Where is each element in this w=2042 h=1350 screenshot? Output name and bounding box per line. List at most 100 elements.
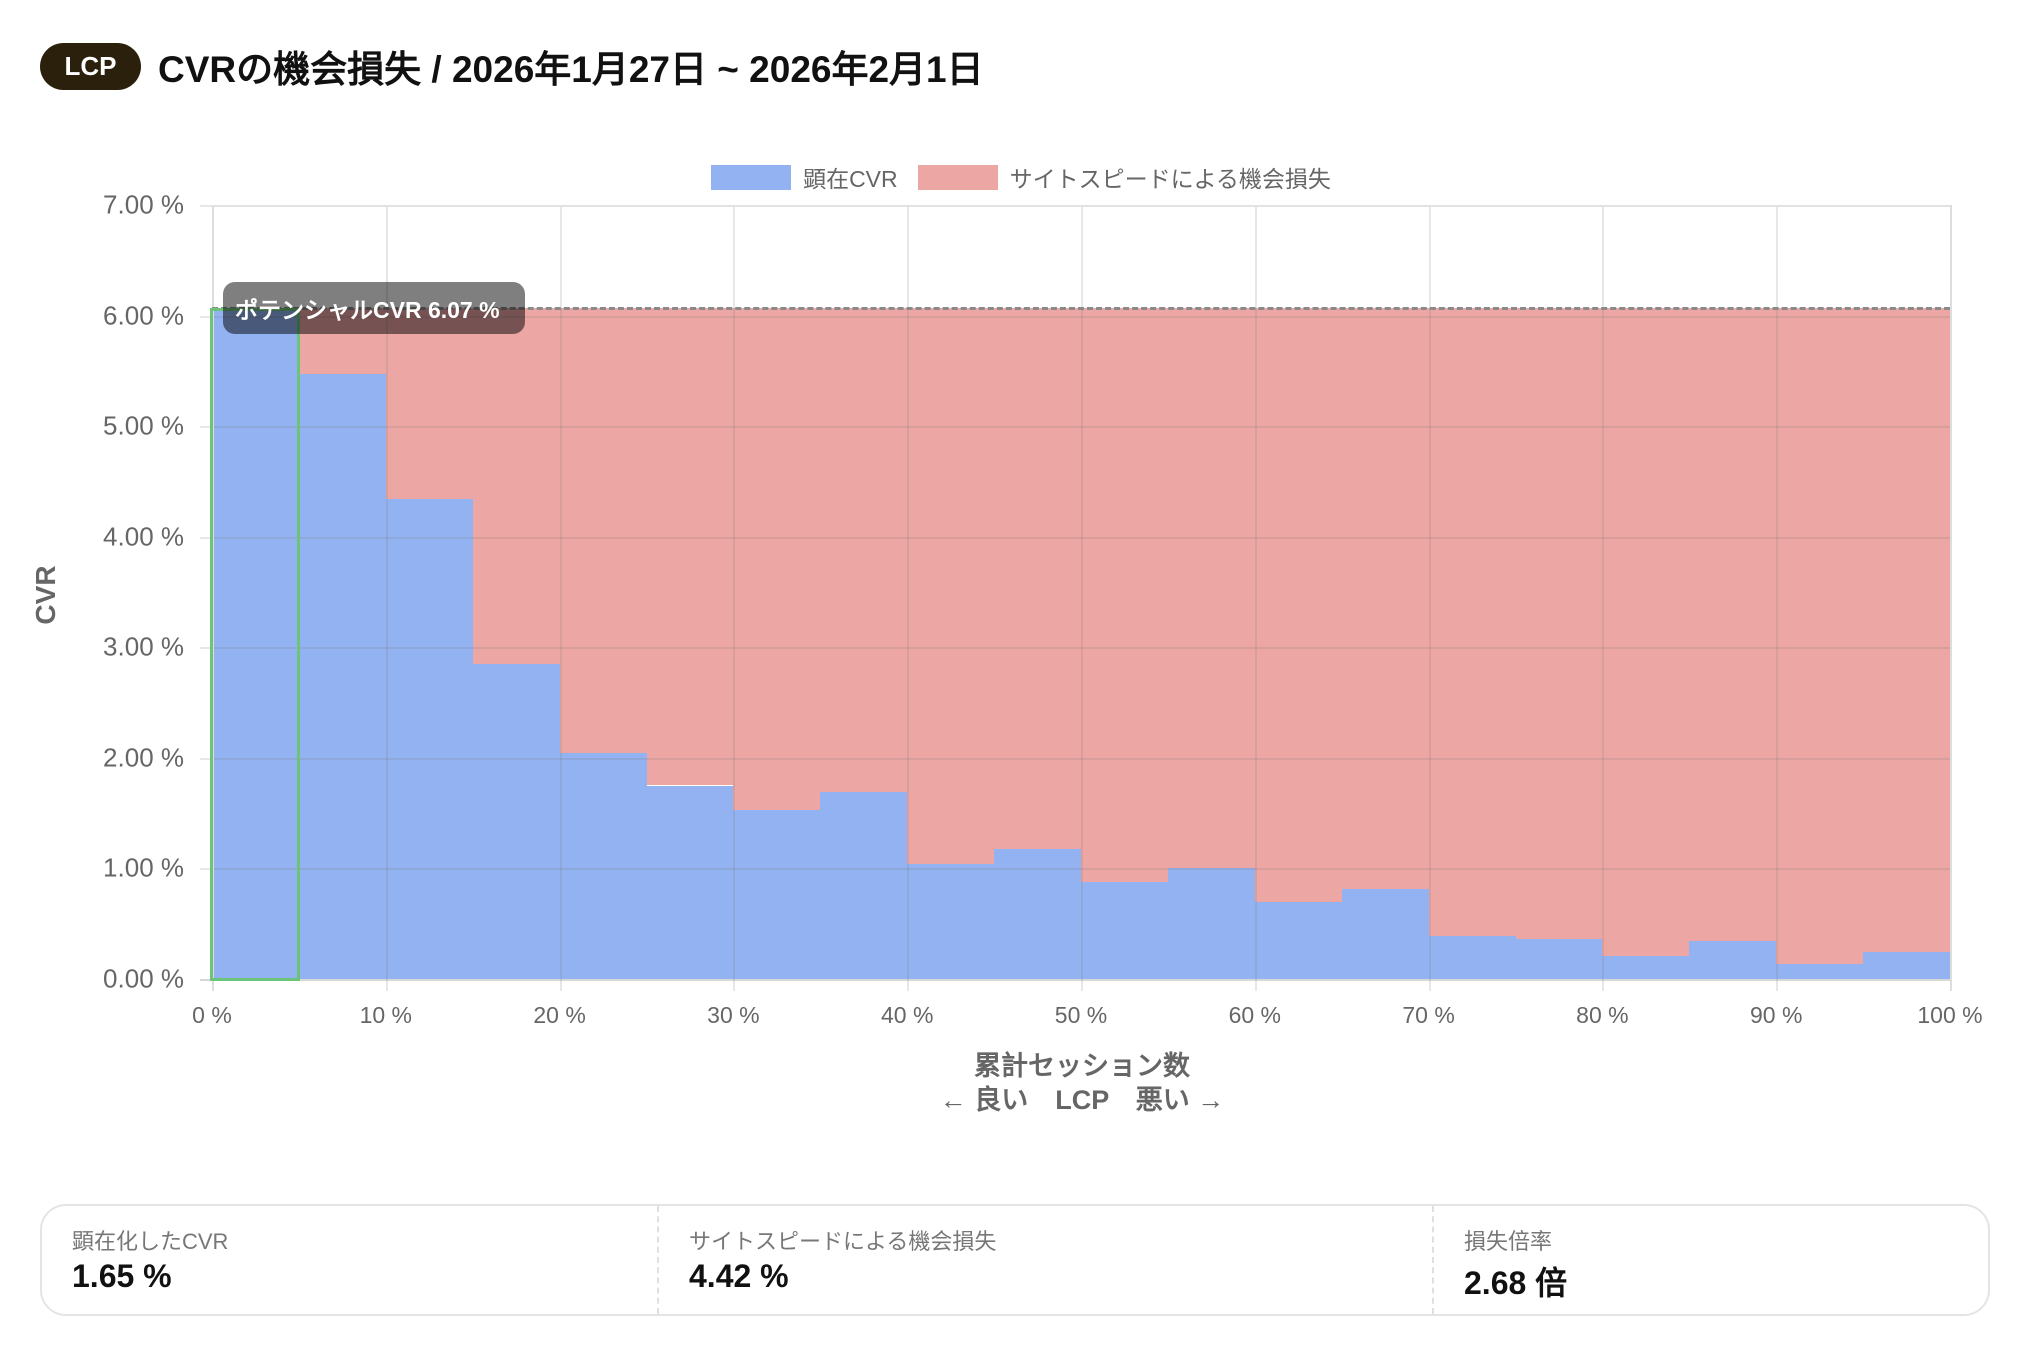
loss-bar[interactable]: [1341, 307, 1430, 890]
plot-area: [200, 205, 1952, 991]
potential-cvr-tooltip: ポテンシャルCVR 6.07 %: [223, 282, 525, 334]
gridline-vertical: [1081, 205, 1083, 991]
y-tick-label: 0.00 %: [103, 963, 184, 994]
loss-bar[interactable]: [1081, 307, 1169, 882]
cvr-bar[interactable]: [559, 753, 647, 979]
loss-bar[interactable]: [1863, 307, 1951, 953]
y-tick-label: 3.00 %: [103, 631, 184, 662]
loss-bar[interactable]: [733, 307, 821, 810]
stat-value: 1.65 %: [72, 1258, 172, 1294]
gridline-vertical: [1602, 205, 1605, 991]
cvr-bar[interactable]: [385, 499, 474, 979]
gridline-vertical: [1776, 205, 1779, 991]
stat-opportunity-loss: サイトスピードによる機会損失 4.42 %: [657, 1206, 1432, 1314]
cvr-bar[interactable]: [1081, 881, 1169, 979]
cvr-bar[interactable]: [1515, 939, 1603, 979]
x-tick-label: 30 %: [707, 1002, 760, 1028]
cvr-bar[interactable]: [1254, 901, 1343, 979]
x-axis-label: 累計セッション数: [974, 1051, 1190, 1081]
x-tick-label: 80 %: [1576, 1002, 1629, 1028]
cvr-bar[interactable]: [1776, 963, 1864, 979]
gridline-vertical: [1950, 205, 1952, 991]
x-tick-label: 70 %: [1402, 1002, 1455, 1028]
legend-swatch-red: [917, 164, 998, 190]
loss-bar[interactable]: [472, 307, 561, 664]
cvr-bar[interactable]: [994, 848, 1082, 979]
y-tick-label: 7.00 %: [103, 189, 184, 220]
y-tick-label: 5.00 %: [103, 410, 184, 441]
loss-bar[interactable]: [1167, 307, 1256, 869]
highlighted-bar-outline: [210, 307, 300, 981]
stat-label: 顕在化したCVR: [72, 1229, 229, 1254]
loss-bar[interactable]: [559, 307, 647, 754]
cvr-bar[interactable]: [820, 792, 908, 979]
cvr-bar[interactable]: [298, 374, 387, 979]
gridline-vertical: [907, 205, 910, 991]
x-tick-label: 60 %: [1228, 1002, 1282, 1028]
x-tick-label: 40 %: [880, 1002, 934, 1028]
legend-swatch-blue: [711, 164, 792, 190]
gridline-horizontal: [200, 536, 1950, 539]
loss-bar[interactable]: [1254, 307, 1343, 902]
legend-item-opportunity-loss[interactable]: サイトスピードによる機会損失: [917, 160, 1331, 194]
loss-bar[interactable]: [820, 307, 908, 793]
gridline-horizontal: [200, 426, 1950, 429]
summary-card: 顕在化したCVR 1.65 % サイトスピードによる機会損失 4.42 % 損失…: [40, 1204, 1990, 1316]
gridline-horizontal: [200, 647, 1950, 650]
chart-legend: 顕在CVR サイトスピードによる機会損失: [0, 160, 2042, 194]
stat-label: サイトスピードによる機会損失: [689, 1229, 997, 1254]
plot-top-border: [212, 205, 1950, 207]
y-tick-label: 2.00 %: [103, 742, 184, 773]
loss-bar[interactable]: [1776, 307, 1864, 964]
stat-realized-cvr: 顕在化したCVR 1.65 %: [42, 1206, 657, 1314]
gridline-vertical: [559, 205, 562, 991]
x-tick-label: 0 %: [192, 1002, 232, 1028]
x-tick-label: 10 %: [359, 1002, 413, 1028]
gridline-vertical: [385, 205, 388, 991]
cvr-bar[interactable]: [1602, 955, 1690, 979]
cvr-bar[interactable]: [472, 663, 561, 979]
loss-bar[interactable]: [1428, 307, 1516, 936]
potential-cvr-line: [212, 306, 1950, 310]
loss-bar[interactable]: [907, 307, 995, 864]
x-tick-label: 50 %: [1054, 1002, 1108, 1028]
cvr-bar[interactable]: [1428, 935, 1516, 979]
y-tick-label: 4.00 %: [103, 521, 184, 552]
y-axis-label: CVR: [30, 565, 61, 625]
chart-header: LCP CVRの機会損失 / 2026年1月27日 ~ 2026年2月1日: [40, 42, 984, 90]
cvr-bar[interactable]: [1341, 889, 1430, 979]
loss-bar[interactable]: [994, 307, 1082, 849]
x-tick-label: 90 %: [1749, 1002, 1803, 1028]
gridline-vertical: [1428, 205, 1431, 991]
gridline-horizontal: [200, 757, 1950, 760]
gridline-vertical: [1254, 205, 1257, 991]
loss-bar[interactable]: [385, 307, 474, 500]
cvr-bar[interactable]: [1689, 941, 1777, 979]
loss-bar[interactable]: [646, 307, 734, 786]
gridline-vertical: [733, 205, 736, 991]
page-title: CVRの機会損失 / 2026年1月27日 ~ 2026年2月1日: [158, 49, 984, 90]
stat-label: 損失倍率: [1464, 1229, 1553, 1254]
x-tick-label: 100 %: [1917, 1002, 1983, 1028]
cvr-bar[interactable]: [733, 809, 821, 979]
y-tick-label: 6.00 %: [103, 300, 184, 331]
gridline-vertical: [212, 205, 214, 991]
cvr-bar[interactable]: [907, 864, 995, 979]
metric-badge: LCP: [40, 42, 141, 90]
legend-item-realized-cvr[interactable]: 顕在CVR: [711, 160, 898, 194]
legend-label: 顕在CVR: [803, 166, 898, 192]
gridline-horizontal: [200, 979, 1950, 981]
cvr-bar[interactable]: [1863, 952, 1951, 979]
loss-bar[interactable]: [1602, 307, 1690, 956]
cvr-bar[interactable]: [646, 785, 734, 979]
gridline-horizontal: [200, 315, 1950, 318]
stat-value: 4.42 %: [689, 1258, 789, 1294]
stat-value: 2.68 倍: [1464, 1265, 1568, 1301]
cvr-bar[interactable]: [1167, 868, 1256, 979]
loss-bar[interactable]: [1689, 307, 1777, 942]
legend-label: サイトスピードによる機会損失: [1009, 166, 1331, 192]
x-tick-label: 20 %: [533, 1002, 586, 1028]
y-tick-label: 1.00 %: [103, 852, 184, 883]
cvr-bar[interactable]: [212, 307, 300, 979]
loss-bar[interactable]: [1515, 307, 1603, 940]
